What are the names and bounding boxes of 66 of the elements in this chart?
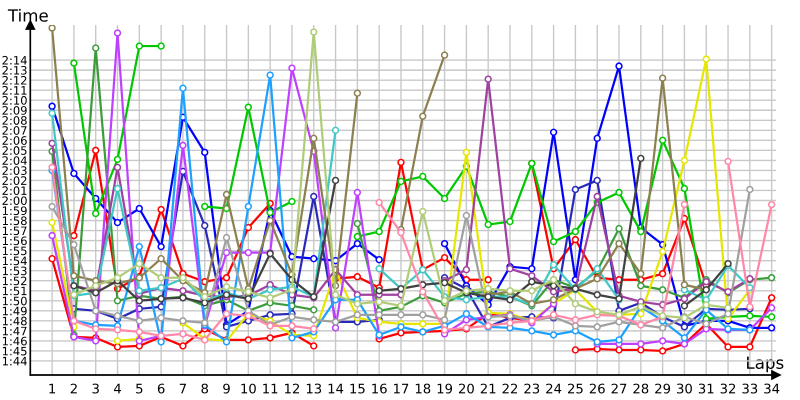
x-tick-label: 34 — [764, 384, 780, 394]
x-tick-label: 10 — [241, 384, 256, 394]
y-tick-label: 2:11 — [2, 86, 26, 95]
y-tick-label: 1:49 — [2, 306, 27, 316]
y-tick-label: 1:45 — [2, 346, 27, 356]
x-tick-label: 12 — [285, 384, 300, 394]
x-tick-label: 28 — [633, 384, 648, 394]
x-tick-label: 8 — [201, 384, 208, 394]
y-tick-label: 1:57 — [2, 226, 27, 236]
x-tick-label: 11 — [263, 384, 278, 394]
y-tick-label: 2:02 — [2, 176, 26, 185]
x-tick-label: 7 — [180, 384, 186, 394]
x-tick-label: 29 — [655, 384, 670, 394]
x-tick-label: 4 — [114, 384, 121, 394]
y-tick-label: 2:08 — [2, 116, 27, 125]
y-tick-label: 1:46 — [2, 336, 27, 346]
x-tick-label: 17 — [394, 384, 408, 394]
y-tick-label: 1:50 — [2, 296, 27, 306]
y-tick-label: 1:56 — [2, 236, 27, 246]
x-tick-label: 2 — [70, 384, 77, 394]
y-tick-label: 1:55 — [2, 246, 27, 256]
x-tick-label: 1 — [49, 384, 56, 394]
x-tick-label: 15 — [350, 384, 365, 394]
y-tick-label: 2:14 — [2, 56, 27, 64]
x-tick-label: 25 — [568, 384, 583, 394]
x-tick-label: 31 — [698, 384, 714, 394]
x-tick-label: 3 — [92, 384, 99, 394]
x-tick-label: 9 — [223, 384, 230, 394]
y-tick-label: 2:09 — [2, 106, 27, 115]
y-tick-label: 1:44 — [2, 356, 27, 366]
x-tick-label: 18 — [416, 384, 430, 394]
x-tick-label: 22 — [502, 384, 518, 394]
y-tick-label: 1:54 — [2, 256, 27, 266]
x-tick-label: 19 — [438, 384, 452, 394]
y-tick-label: 1:47 — [2, 326, 27, 336]
y-tick-label: 2:00 — [2, 196, 27, 206]
y-tick-label: 2:10 — [2, 96, 27, 105]
x-tick-label: 33 — [742, 384, 758, 394]
y-axis-title: Time — [8, 8, 48, 22]
y-tick-label: 2:03 — [2, 166, 27, 175]
x-tick-label: 16 — [372, 384, 387, 394]
y-tick-label: 2:05 — [2, 146, 27, 155]
y-tick-label: 2:13 — [2, 66, 27, 75]
x-tick-label: 27 — [612, 384, 626, 394]
x-tick-label: 32 — [720, 384, 736, 394]
x-tick-label: 30 — [677, 384, 692, 394]
y-tick-label: 2:01 — [2, 186, 26, 196]
y-tick-label: 2:12 — [2, 76, 26, 85]
x-tick-label: 20 — [458, 384, 474, 394]
x-tick-label: 26 — [590, 384, 605, 394]
y-tick-label: 1:53 — [2, 266, 27, 276]
y-tick-label: 1:48 — [2, 316, 27, 326]
x-tick-label: 14 — [328, 384, 344, 394]
y-tick-label: 2:04 — [2, 156, 27, 165]
y-tick-label: 1:59 — [2, 206, 27, 216]
y-tick-label: 2:07 — [2, 126, 27, 135]
y-tick-label: 2:06 — [2, 136, 27, 145]
x-tick-label: 6 — [158, 384, 164, 394]
x-tick-label: 21 — [480, 384, 496, 394]
x-tick-label: 5 — [136, 384, 142, 394]
x-tick-label: 23 — [524, 384, 540, 394]
y-tick-label: 1:51 — [2, 286, 26, 296]
x-tick-label: 24 — [546, 384, 562, 394]
x-tick-label: 13 — [306, 384, 322, 394]
y-tick-label: 1:52 — [2, 276, 26, 286]
y-tick-label: 1:58 — [2, 216, 27, 226]
